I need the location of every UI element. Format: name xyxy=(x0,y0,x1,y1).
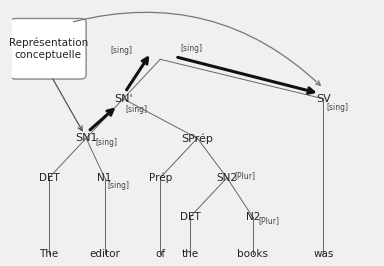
Text: [Plur]: [Plur] xyxy=(258,216,280,225)
Text: DET: DET xyxy=(39,173,60,183)
Text: [sing]: [sing] xyxy=(125,105,147,114)
Text: editor: editor xyxy=(89,249,120,259)
Text: [Plur]: [Plur] xyxy=(234,171,255,180)
Text: [sing]: [sing] xyxy=(326,103,348,112)
FancyBboxPatch shape xyxy=(10,19,86,79)
Text: N2: N2 xyxy=(246,212,260,222)
Text: N1: N1 xyxy=(98,173,112,183)
Text: Représentation
conceptuelle: Représentation conceptuelle xyxy=(8,38,88,60)
Text: [sing]: [sing] xyxy=(95,138,118,147)
Text: SN1: SN1 xyxy=(75,133,98,143)
Text: [sing]: [sing] xyxy=(111,45,132,55)
Text: [sing]: [sing] xyxy=(180,44,203,53)
Text: of: of xyxy=(155,249,165,259)
Text: The: The xyxy=(40,249,59,259)
Text: SN2: SN2 xyxy=(217,173,237,183)
Text: was: was xyxy=(313,249,333,259)
Text: DET: DET xyxy=(179,212,200,222)
Text: Prép: Prép xyxy=(149,172,172,183)
Text: SN': SN' xyxy=(114,94,132,104)
Text: [sing]: [sing] xyxy=(108,181,130,190)
Text: SV: SV xyxy=(316,94,331,104)
Text: the: the xyxy=(181,249,199,259)
Text: books: books xyxy=(237,249,268,259)
Text: SPrép: SPrép xyxy=(181,133,213,144)
